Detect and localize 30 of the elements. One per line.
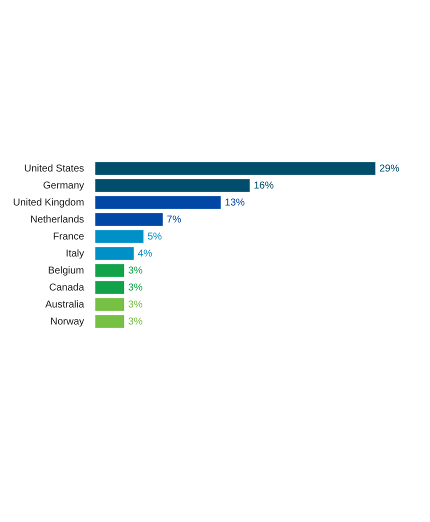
y-tick-label: France [53, 231, 85, 242]
bar [95, 230, 144, 243]
y-tick-label: Germany [43, 180, 84, 192]
bar [95, 162, 376, 175]
data-label: 5% [147, 231, 162, 242]
data-label: 7% [166, 214, 182, 226]
bar [95, 247, 134, 260]
bar [95, 298, 124, 311]
y-tick-label: Italy [66, 248, 84, 260]
bar [95, 196, 221, 209]
data-label: 3% [128, 282, 143, 294]
y-tick-label: United States [24, 163, 84, 174]
y-tick-label: Norway [50, 316, 84, 328]
y-tick-label: Australia [45, 299, 85, 310]
data-label: 29% [379, 163, 400, 174]
bar [95, 179, 250, 192]
y-tick-label: Canada [49, 282, 85, 294]
y-tick-label: Belgium [48, 265, 84, 276]
data-label: 13% [224, 197, 245, 208]
y-tick-label: Netherlands [30, 214, 84, 226]
bar [95, 281, 124, 294]
data-label: 4% [138, 248, 152, 260]
bar [95, 315, 124, 328]
bar [95, 264, 124, 277]
data-label: 3% [128, 299, 143, 310]
data-label: 3% [128, 316, 143, 328]
bar [95, 213, 163, 226]
data-label: 16% [254, 180, 274, 192]
y-tick-label: United Kingdom [12, 197, 84, 208]
data-label: 3% [128, 265, 143, 276]
